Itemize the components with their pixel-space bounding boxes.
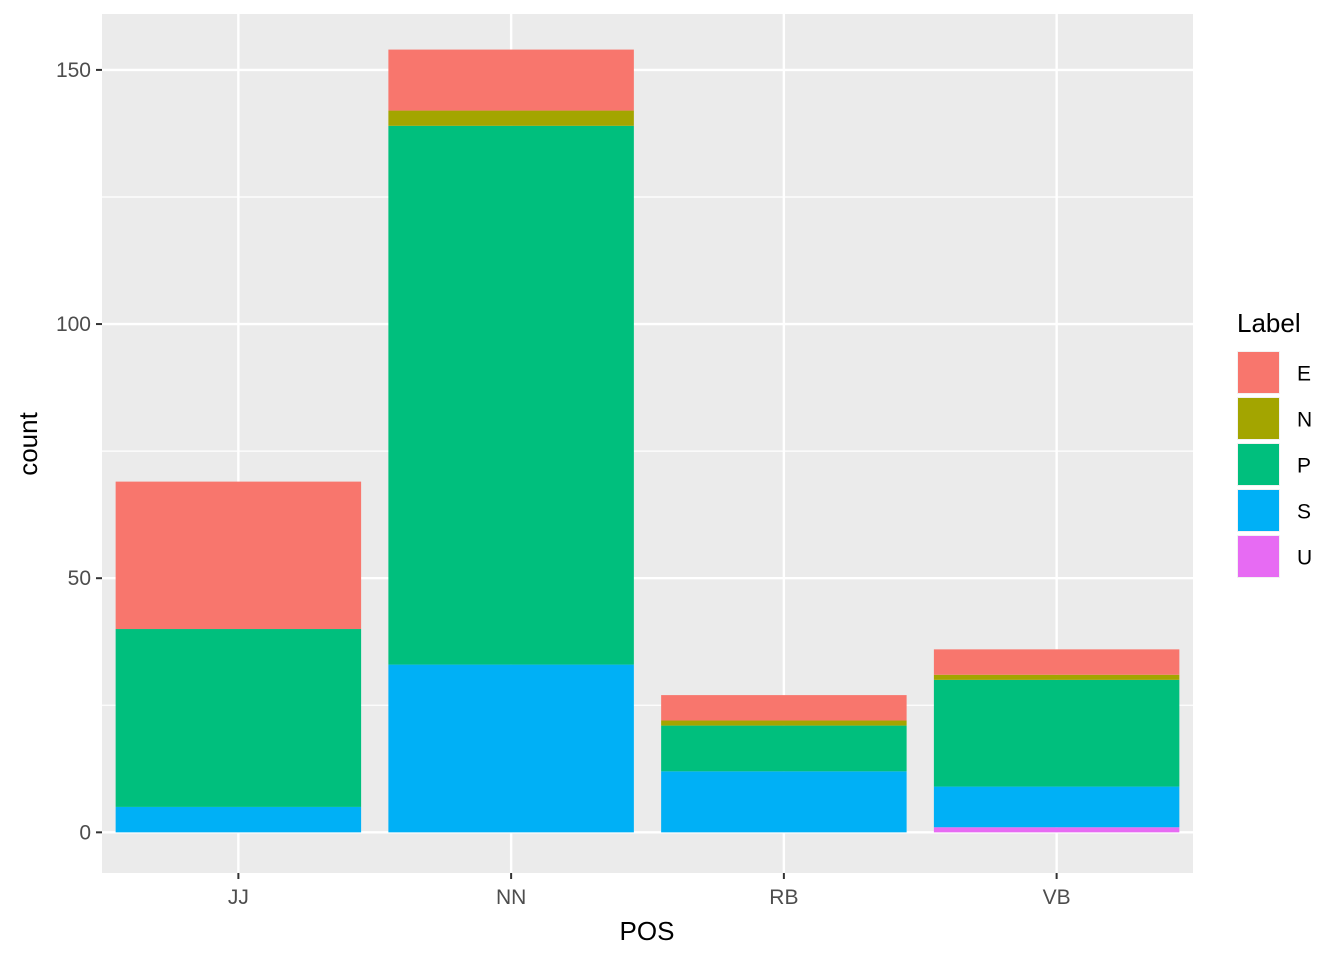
legend-label-s: S xyxy=(1297,501,1311,524)
legend-swatch-s xyxy=(1238,490,1279,531)
legend-title: Label xyxy=(1237,308,1301,338)
legend-label-e: E xyxy=(1297,363,1311,386)
bar-segment-rb-p xyxy=(661,725,907,772)
x-axis: JJ NN RB VB xyxy=(228,873,1071,909)
bar-segment-vb-n xyxy=(933,674,1180,680)
bar-segment-nn-n xyxy=(388,110,634,126)
x-tick-label-vb: VB xyxy=(1043,886,1071,909)
x-tick-label-jj: JJ xyxy=(228,886,249,909)
y-tick-label: 150 xyxy=(56,59,91,82)
legend-swatch-u xyxy=(1238,536,1279,577)
legend-swatch-e xyxy=(1238,352,1279,393)
bar-segment-vb-s xyxy=(933,786,1180,828)
bars xyxy=(115,49,1180,833)
bar-segment-vb-e xyxy=(933,649,1180,675)
legend-swatch-p xyxy=(1238,444,1279,485)
bar-segment-nn-s xyxy=(388,664,634,833)
y-axis-title: count xyxy=(13,411,43,475)
bar-segment-nn-p xyxy=(388,125,634,665)
y-axis: 0 50 100 150 xyxy=(56,59,102,844)
bar-segment-jj-e xyxy=(115,481,362,630)
bar-segment-rb-s xyxy=(661,771,907,833)
bar-segment-jj-p xyxy=(115,629,362,807)
legend-label-n: N xyxy=(1297,409,1312,432)
y-tick-label: 0 xyxy=(79,821,91,844)
bar-segment-rb-e xyxy=(661,695,907,721)
y-tick-label: 100 xyxy=(56,313,91,336)
x-axis-title: POS xyxy=(620,916,675,946)
legend-swatch-n xyxy=(1238,398,1279,439)
x-tick-label-nn: NN xyxy=(496,886,526,909)
y-tick-label: 50 xyxy=(68,567,91,590)
bar-segment-vb-p xyxy=(933,679,1180,787)
bar-segment-nn-e xyxy=(388,49,634,111)
legend-label-u: U xyxy=(1297,547,1312,570)
x-tick-label-rb: RB xyxy=(769,886,798,909)
bar-segment-jj-s xyxy=(115,806,362,833)
bar-segment-vb-u xyxy=(933,827,1180,833)
bar-segment-rb-n xyxy=(661,720,907,726)
legend-label-p: P xyxy=(1297,455,1311,478)
